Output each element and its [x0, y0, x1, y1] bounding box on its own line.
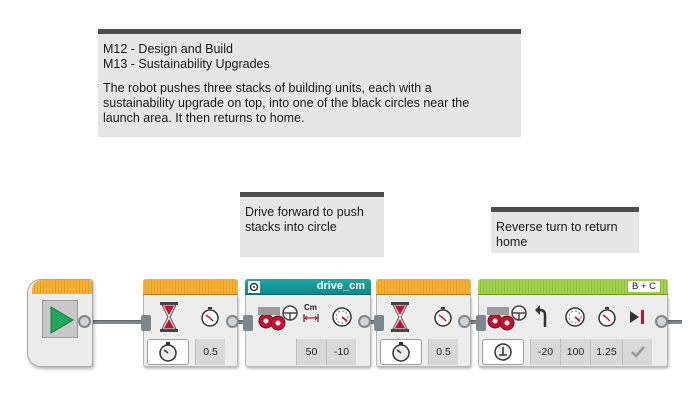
wait-2-mode-selector[interactable]	[380, 339, 422, 365]
move-steering-bar: B + C	[478, 279, 668, 295]
drive-cm-output-plug[interactable]	[358, 315, 371, 328]
move-steering-output-plug[interactable]	[655, 315, 668, 328]
wait-block-1[interactable]: 0.5	[143, 279, 238, 367]
mission-description-3: launch area. It then returns to home.	[103, 111, 305, 125]
wait-1-output-plug[interactable]	[226, 315, 239, 328]
timer-icon	[201, 307, 219, 327]
mission-description-2: sustainability upgrade on top, into one …	[103, 96, 470, 110]
drive-cm-myblock[interactable]: drive_cm Cm 50 -10	[245, 279, 371, 367]
speed-gauge-icon	[332, 307, 352, 327]
wait-block-2[interactable]: 0.5	[376, 279, 471, 367]
turn-arrow-icon	[535, 305, 547, 327]
distance-cm-icon	[303, 314, 319, 322]
wait-block-1-bar	[143, 279, 238, 295]
drive-comment-line2: stacks into circle	[245, 220, 337, 234]
drive-comment[interactable]: Drive forward to push stacks into circle	[240, 192, 384, 257]
timer-icon	[434, 307, 452, 327]
stopwatch-icon	[159, 342, 177, 362]
move-steering-body: -20 100 1.25	[478, 295, 668, 367]
reverse-comment-line1: Reverse turn to return	[496, 220, 618, 234]
reverse-comment[interactable]: Reverse turn to return home	[491, 207, 639, 253]
drive-speed-input[interactable]: -10	[326, 339, 356, 365]
rotations-icon	[494, 343, 512, 361]
sequence-wire-4	[468, 320, 482, 324]
mission-title-m12: M12 - Design and Build	[103, 42, 233, 56]
mission-description-1: The robot pushes three stacks of buildin…	[103, 81, 432, 95]
mission-title-m13: M13 - Sustainability Upgrades	[103, 57, 270, 71]
power-value-input[interactable]: 100	[560, 339, 590, 365]
start-output-plug[interactable]	[78, 315, 91, 328]
drive-distance-input[interactable]: 50	[296, 339, 326, 365]
gear-icon	[248, 281, 260, 293]
mission-comment[interactable]: M12 - Design and Build M13 - Sustainabil…	[98, 29, 521, 137]
motor-ports-selector[interactable]: B + C	[627, 281, 660, 292]
check-icon	[631, 346, 645, 358]
steering-mode-selector[interactable]	[482, 339, 524, 365]
drive-cm-bar: drive_cm	[245, 279, 371, 295]
stopwatch-icon	[392, 342, 410, 362]
steering-value-input[interactable]: -20	[530, 339, 560, 365]
hourglass-icon	[391, 302, 409, 332]
move-steering-icon	[258, 305, 298, 331]
drive-cm-block-name: drive_cm	[316, 280, 365, 292]
brake-icon	[630, 310, 644, 324]
wait-2-seconds-input[interactable]: 0.5	[428, 339, 458, 365]
move-steering-input-socket	[476, 315, 486, 331]
wait-block-2-body: 0.5	[376, 295, 471, 367]
drive-cm-input-socket	[243, 315, 253, 331]
power-gauge-icon	[565, 307, 585, 327]
wait-block-2-bar	[376, 279, 471, 295]
distance-unit-label: Cm	[304, 303, 317, 312]
brake-at-end-toggle[interactable]	[622, 339, 652, 365]
wait-2-output-plug[interactable]	[458, 315, 471, 328]
wait-1-input-socket	[141, 315, 151, 331]
rotations-value-input[interactable]: 1.25	[590, 339, 622, 365]
drive-comment-line1: Drive forward to push	[245, 205, 364, 219]
sequence-wire-1	[92, 320, 148, 324]
sequence-wire-end	[666, 320, 682, 324]
wait-1-mode-selector[interactable]	[147, 339, 189, 365]
start-block-bar	[32, 280, 92, 294]
move-steering-icon	[487, 305, 527, 331]
wait-1-seconds-input[interactable]: 0.5	[195, 339, 225, 365]
reverse-comment-line2: home	[496, 235, 528, 249]
play-button[interactable]	[42, 300, 78, 338]
wait-2-input-socket	[374, 315, 384, 331]
drive-cm-body: Cm 50 -10	[245, 295, 371, 367]
play-icon	[50, 306, 74, 334]
move-steering-block[interactable]: B + C	[478, 279, 668, 367]
timer-icon	[598, 307, 616, 327]
wait-block-1-body: 0.5	[143, 295, 238, 367]
hourglass-icon	[160, 302, 178, 332]
